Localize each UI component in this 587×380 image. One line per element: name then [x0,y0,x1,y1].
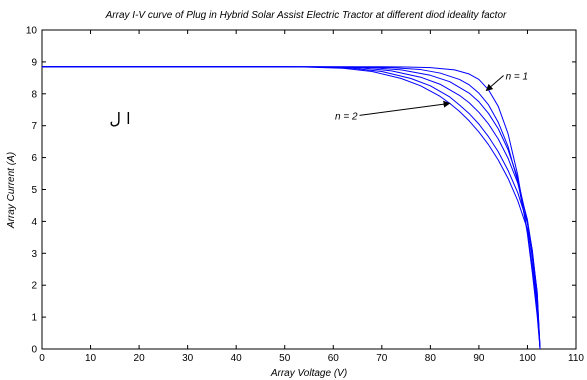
y-tick-label: 9 [31,57,37,68]
y-tick-label: 2 [31,281,37,292]
x-tick-label: 70 [376,353,388,364]
y-tick-label: 10 [26,26,38,37]
x-axis-label: Array Voltage (V) [270,368,347,379]
inset-text: ا ل [109,109,130,128]
x-tick-label: 90 [473,353,485,364]
x-tick-label: 40 [231,353,243,364]
chart-title: Array I-V curve of Plug in Hybrid Solar … [105,10,507,21]
annotations: n = 1 n = 2 [335,71,528,122]
y-tick-label: 1 [31,313,37,324]
y-tick-label: 8 [31,89,37,100]
y-tick-label: 0 [31,345,37,356]
series-line-n-2 [42,66,541,350]
x-tick-label: 0 [39,353,45,364]
x-tick-label: 30 [182,353,194,364]
y-axis: 0 1 2 3 4 5 6 7 8 9 10 [26,26,576,356]
y-axis-label: Array Current (A) [6,152,17,229]
annotation-label: n = 1 [506,71,529,82]
plot-area [41,29,577,350]
series-line-n-1-8 [42,66,541,350]
x-tick-label: 20 [134,353,146,364]
y-tick-label: 7 [31,121,37,132]
series-line-n-1-2 [42,66,541,350]
x-tick-label: 60 [328,353,340,364]
y-tick-label: 6 [31,153,37,164]
annotation-arrow [359,100,451,116]
x-axis: 0 10 20 30 40 50 60 70 80 90 100 110 [39,30,584,364]
y-tick-label: 4 [31,217,37,228]
y-tick-label: 3 [31,249,37,260]
x-tick-label: 110 [568,353,584,364]
x-tick-label: 100 [519,353,536,364]
x-tick-label: 10 [85,353,97,364]
annotation-label: n = 2 [335,111,358,122]
series-line-n-1 [42,66,541,350]
y-tick-label: 5 [31,185,37,196]
annotation-arrow [485,75,504,92]
x-tick-label: 50 [279,353,291,364]
x-tick-label: 80 [425,353,437,364]
series-lines [42,66,541,350]
